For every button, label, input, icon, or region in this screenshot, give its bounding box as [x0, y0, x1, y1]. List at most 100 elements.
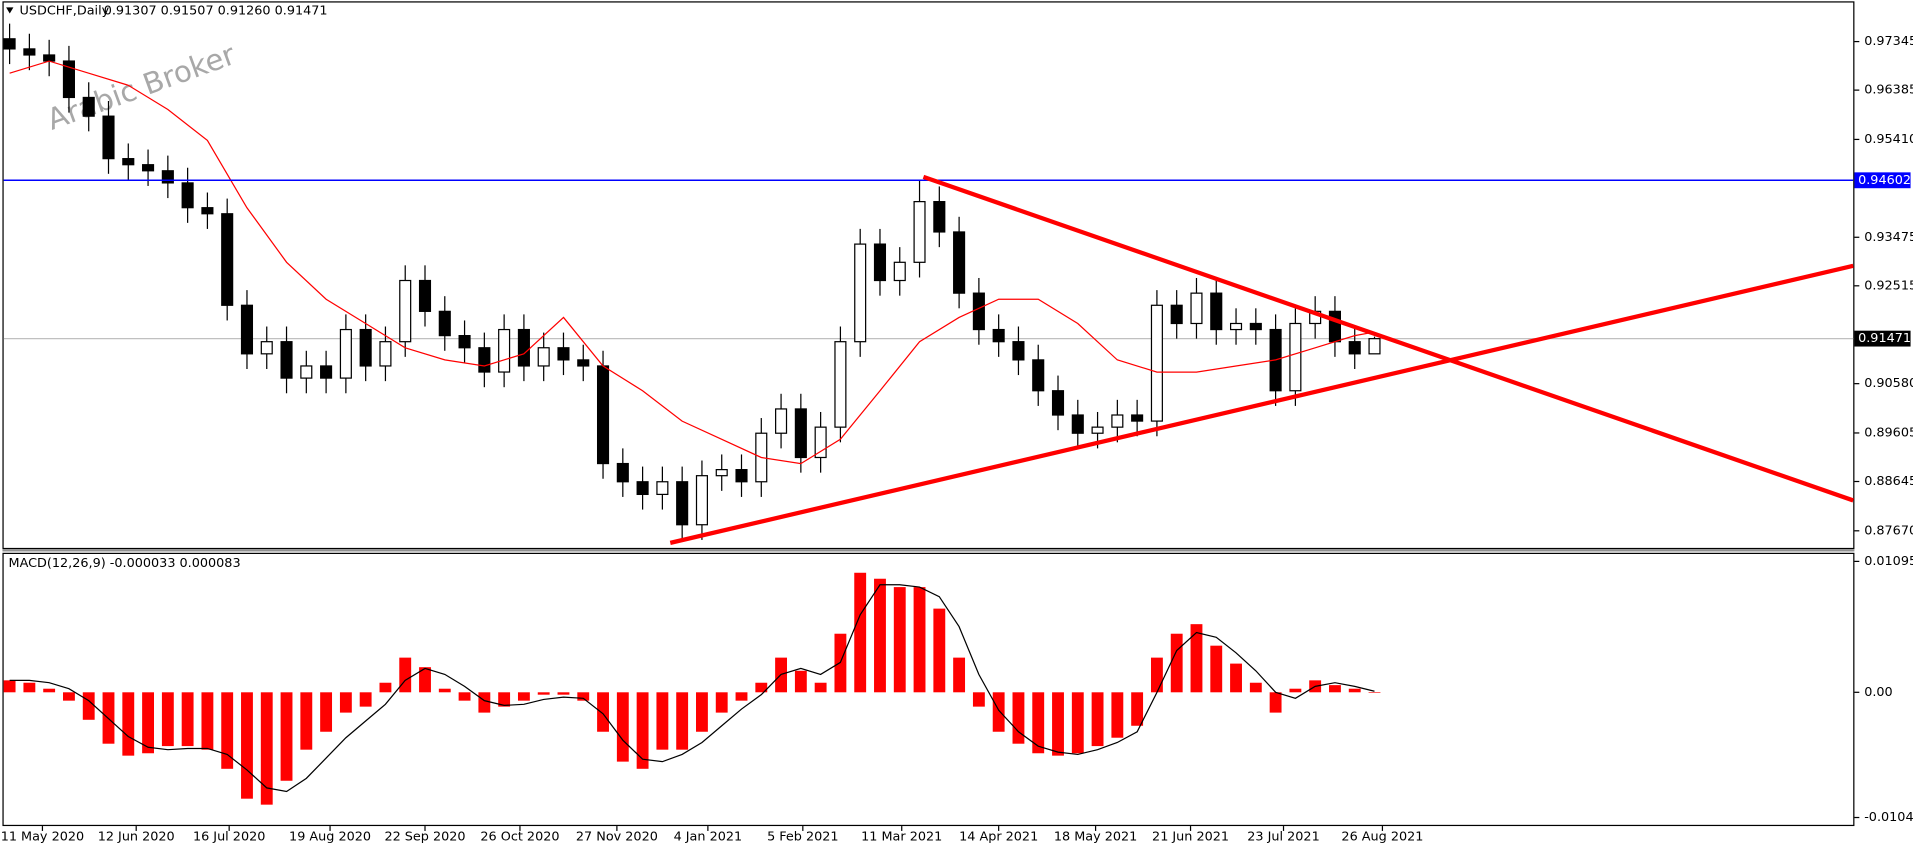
macd-bar — [953, 657, 966, 693]
candle-body — [695, 475, 708, 526]
candle-body — [1012, 341, 1025, 361]
symbol-title: USDCHF,Daily — [20, 4, 110, 19]
macd-bar — [715, 692, 728, 713]
candle-body — [1111, 414, 1124, 428]
candle-body — [498, 328, 511, 373]
macd-bar — [1329, 685, 1341, 693]
candle-body — [43, 54, 56, 62]
candle-body — [913, 201, 926, 263]
candle-body — [1368, 338, 1381, 355]
candle-body — [379, 341, 392, 367]
candle-body — [933, 201, 946, 233]
macd-bar — [1289, 688, 1302, 693]
macd-bar — [597, 692, 609, 732]
macd-bar — [913, 587, 926, 693]
candle-body — [122, 158, 135, 166]
candle-body — [794, 408, 807, 459]
macd-bar — [1111, 692, 1124, 738]
macd-bar — [1230, 663, 1242, 693]
y-tick-label: 0.95410 — [1864, 132, 1913, 147]
candle-body — [577, 359, 590, 367]
trendline — [922, 174, 1854, 503]
macd-bar — [1091, 692, 1104, 747]
candle-body — [596, 365, 610, 465]
macd-bar — [656, 692, 669, 750]
price_line-label: 0.91471 — [1858, 331, 1911, 346]
y-tick-label: 0.93475 — [1864, 230, 1913, 245]
x-tick-label: 5 Feb 2021 — [767, 830, 839, 845]
y-tick-label: 0.92515 — [1864, 278, 1913, 293]
macd-bar — [814, 682, 827, 693]
x-tick-label: 26 Oct 2020 — [480, 830, 559, 845]
candle-body — [23, 48, 36, 56]
candle-body — [1051, 390, 1065, 416]
macd-bar — [1249, 682, 1262, 693]
macd-bar — [893, 587, 906, 693]
candle-body — [1289, 322, 1302, 392]
macd-bar — [1170, 633, 1183, 693]
macd-bar — [537, 692, 550, 695]
macd-bar — [161, 692, 174, 747]
x-tick-label: 19 Aug 2020 — [289, 830, 371, 845]
y-tick-label: 0.010951 — [1864, 554, 1913, 569]
macd-bar — [1131, 692, 1144, 726]
candle-body — [1032, 359, 1045, 392]
candle-body — [1170, 304, 1183, 325]
candle-body — [418, 279, 432, 312]
candle-body — [636, 481, 649, 496]
y-tick-label: 0.87670 — [1864, 523, 1913, 538]
macd-bar — [1269, 692, 1282, 713]
macd-bar — [300, 692, 313, 750]
candle-body — [1071, 414, 1084, 434]
macd-bar — [63, 692, 75, 701]
candle-body — [320, 365, 333, 379]
macd-bar — [241, 692, 253, 799]
macd-bar — [122, 692, 135, 756]
macd-title: MACD(12,26,9) -0.000033 0.000083 — [9, 556, 241, 571]
macd-bar — [1071, 692, 1084, 754]
macd-pane — [2, 552, 1855, 827]
candle-body — [814, 426, 827, 459]
macd-bar — [854, 572, 867, 693]
macd-bar — [260, 692, 273, 805]
macd-bar — [498, 692, 511, 707]
x-tick-label: 16 Jul 2020 — [193, 830, 265, 845]
level_line-label-box — [1854, 172, 1911, 189]
candle-body — [1150, 304, 1163, 422]
y-tick-label: 0.00 — [1864, 685, 1892, 700]
candle-body — [775, 408, 788, 434]
x-tick-label: 11 May 2020 — [1, 830, 84, 845]
macd-bar — [3, 680, 16, 693]
candle-body — [1091, 426, 1104, 434]
candle-body — [399, 279, 412, 343]
macd-bar — [972, 692, 985, 707]
candle-body — [280, 341, 293, 379]
candle-body — [893, 261, 906, 282]
candle-body — [221, 213, 234, 306]
candle-body — [1249, 322, 1262, 331]
macd-bar — [1032, 692, 1045, 754]
level_line-label: 0.94602 — [1858, 173, 1911, 188]
candle-body — [260, 341, 273, 355]
macd-bar — [874, 578, 886, 693]
macd-bar — [557, 692, 570, 695]
macd-bar — [794, 670, 807, 693]
candle-body — [676, 481, 689, 526]
candle-body — [438, 310, 451, 337]
macd-bar — [82, 692, 95, 720]
macd-bar — [1052, 692, 1064, 756]
x-tick-label: 12 Jun 2020 — [98, 830, 175, 845]
candle-body — [854, 243, 867, 343]
candle-body — [873, 243, 887, 282]
macd-bar — [339, 692, 352, 713]
x-tick-label: 22 Sep 2020 — [384, 830, 465, 845]
menu-arrow — [6, 7, 14, 14]
macd-bar — [1210, 645, 1223, 693]
candle-body — [478, 347, 491, 373]
macd-bar — [438, 688, 451, 693]
macd-bar — [280, 692, 293, 781]
signal-line — [9, 584, 1375, 793]
macd-bar — [399, 657, 412, 693]
x-tick-label: 27 Nov 2020 — [576, 830, 658, 845]
macd-bar — [181, 692, 194, 747]
